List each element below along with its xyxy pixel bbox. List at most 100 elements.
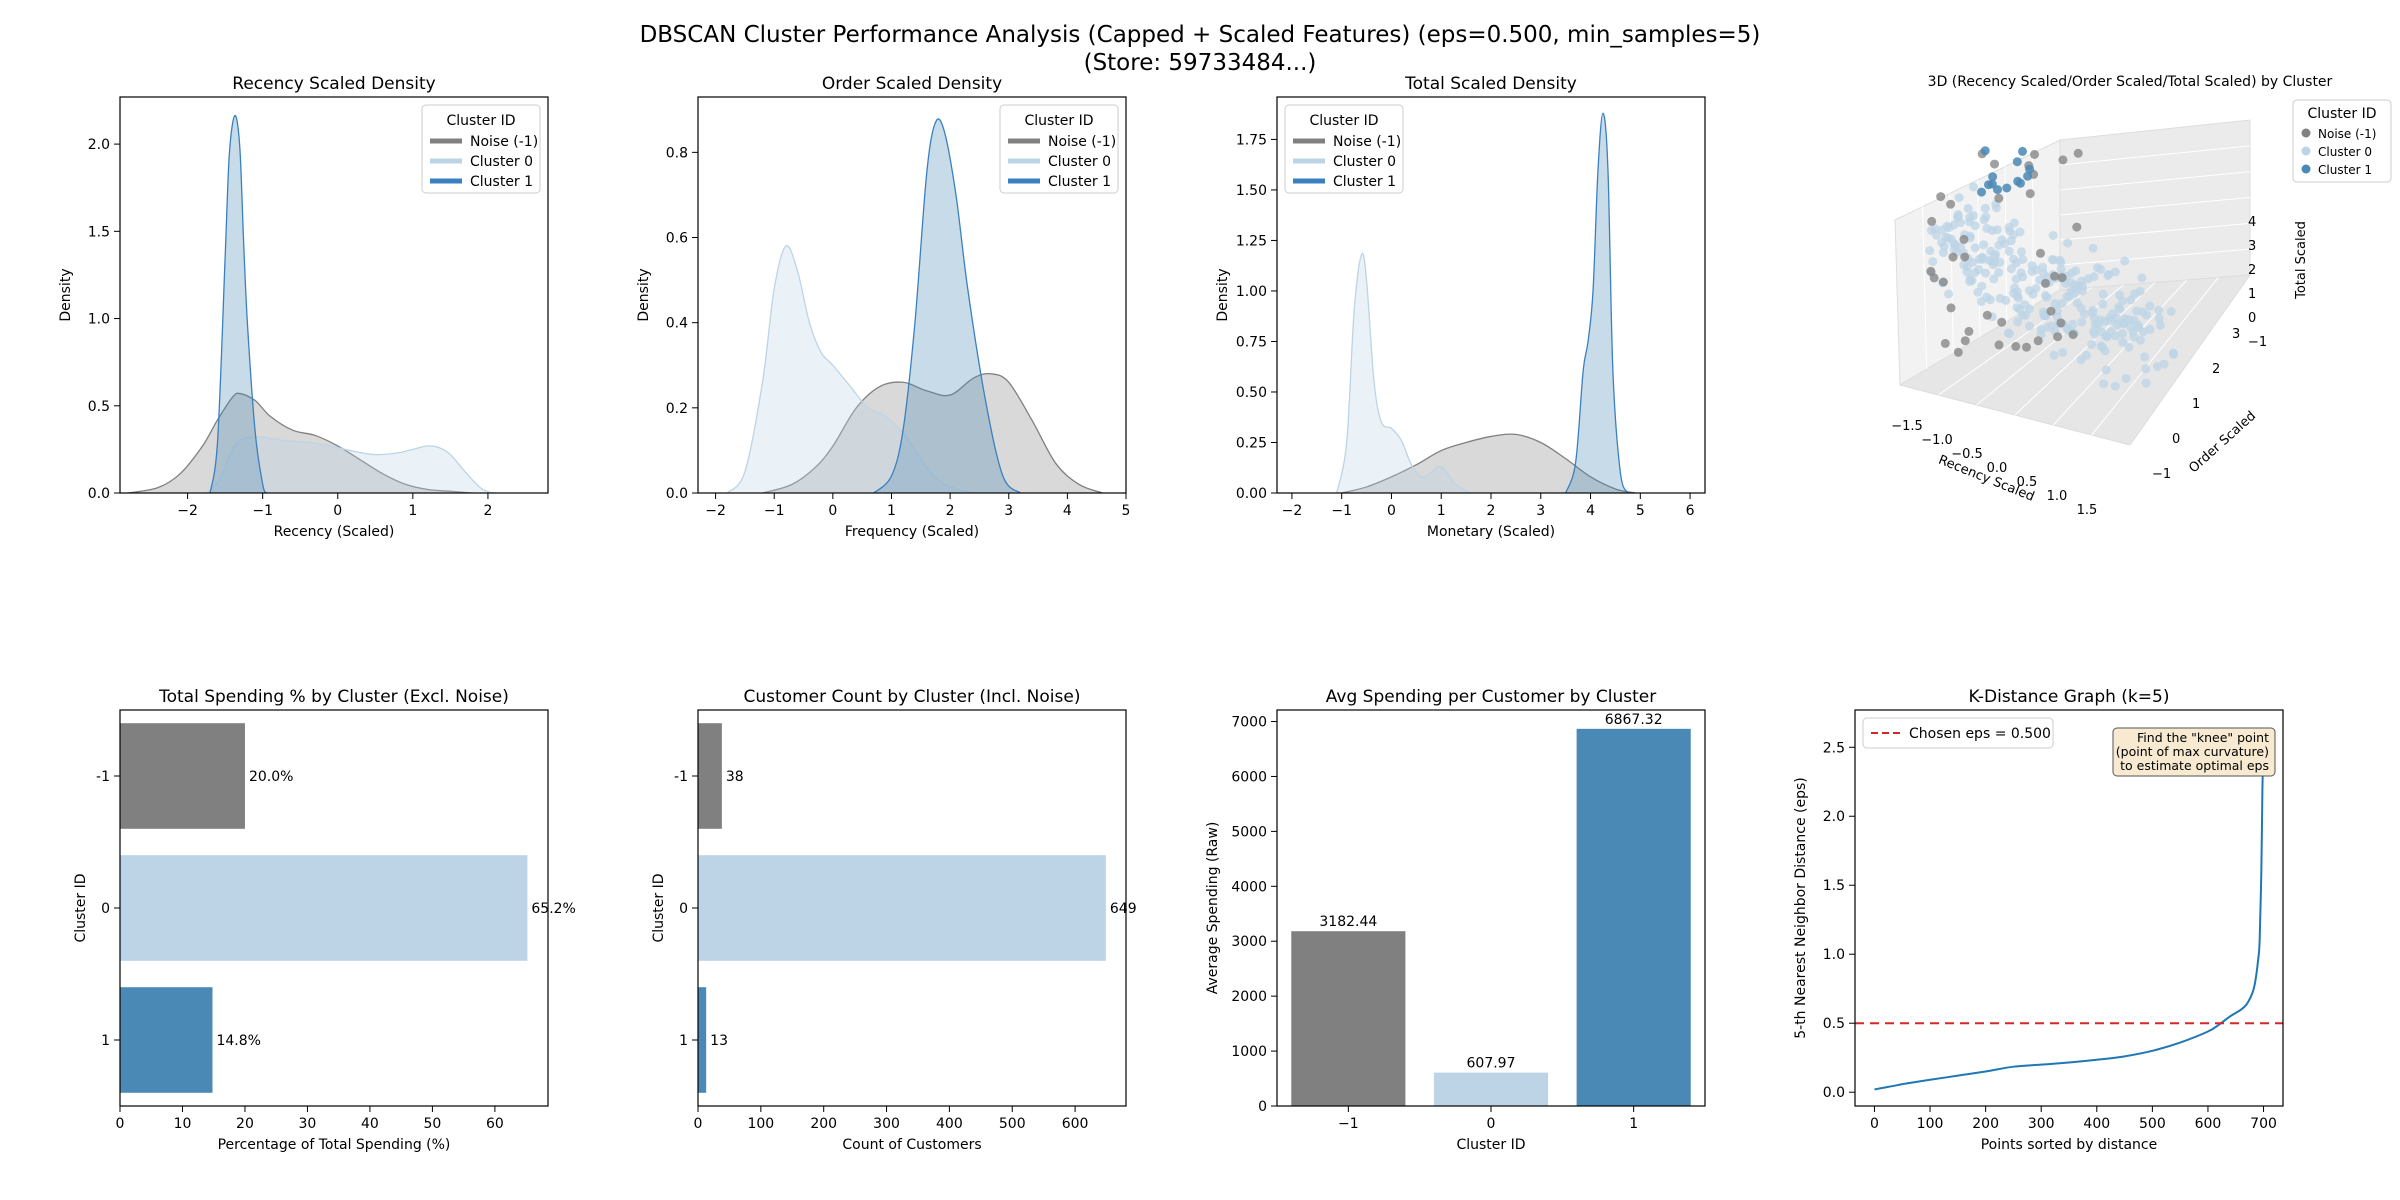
y-tick-label: 0.5 [88, 399, 110, 415]
density-fill-cluster-1 [873, 118, 1021, 493]
scatter-point-noise [2036, 248, 2045, 258]
scatter-point-cluster-0 [2133, 320, 2143, 330]
scatter-point-cluster-0 [2168, 348, 2178, 358]
y-tick-label: 0.00 [1236, 486, 1267, 502]
grid-line [2014, 282, 2156, 416]
y-tick-label: 1 [2192, 397, 2200, 412]
density-fill-cluster-0 [1336, 253, 1472, 493]
x-tick-label: 3 [1536, 503, 1545, 519]
scatter-point-cluster-0 [1984, 256, 1994, 265]
scatter-point-cluster-0 [2081, 350, 2091, 360]
y-tick-label: −1 [2152, 467, 2171, 482]
legend-label: Cluster 0 [1333, 154, 1396, 170]
chart-title: K-Distance Graph (k=5) [1969, 687, 2170, 707]
scatter-point-cluster-0 [1969, 182, 1978, 192]
legend-label: Noise (-1) [1048, 134, 1116, 150]
density-line-cluster-1 [873, 118, 1021, 493]
y-tick-label: 4000 [1231, 879, 1267, 895]
scatter-point-cluster-0 [1995, 257, 2005, 267]
scatter-3d-chart: 3D (Recency Scaled/Order Scaled/Total Sc… [1891, 74, 2392, 518]
scatter-point-noise [2050, 271, 2060, 281]
scatter-point-noise [1946, 303, 1956, 313]
x-tick-label: 0 [333, 503, 342, 519]
scatter-point-cluster-0 [2077, 281, 2087, 291]
scatter-point-noise [1997, 317, 2007, 327]
legend-label: Cluster 0 [1048, 154, 1111, 170]
scatter-point-cluster-0 [1967, 276, 1977, 286]
scatter-point-cluster-0 [2087, 340, 2097, 350]
legend: Cluster ID Noise (-1) Cluster 0 Cluster 1 [999, 104, 1119, 194]
x-tick-label: −1 [1338, 1116, 1359, 1132]
chart-title: 3D (Recency Scaled/Order Scaled/Total Sc… [1928, 74, 2333, 90]
scatter-point-noise [1982, 310, 1992, 320]
recency-density-chart: −2 −1 0 1 2 0.0 0.5 1.0 1.5 2.0 Recency Scaled Den… [58, 74, 549, 540]
x-tick-label: −2 [705, 503, 726, 519]
chart-title: Total Spending % by Cluster (Excl. Noise… [158, 687, 509, 707]
density-fill-cluster-1 [1565, 113, 1628, 493]
scatter-point-cluster-0 [2145, 324, 2155, 334]
y-tick-label: 0 [2172, 432, 2180, 447]
x-axis-label: Monetary (Scaled) [1427, 524, 1555, 540]
y-tick-label: -1 [96, 769, 110, 785]
y-tick-label: 1.75 [1236, 132, 1267, 148]
y-tick-label: 2.0 [1823, 809, 1845, 825]
x-tick-label: 100 [1917, 1116, 1944, 1132]
scatter-point-cluster-0 [2118, 337, 2128, 347]
grid-line [2059, 145, 2251, 166]
y-tick-label: 2.5 [1823, 740, 1845, 756]
k-distance-chart: 0 100 200 300 400 500 600 700 0.0 0.5 1.0 1.5 2.0 2.5… [1793, 687, 2284, 1153]
x-tick-label: 10 [174, 1116, 192, 1132]
y-tick-label: 0 [101, 901, 110, 917]
legend-label: Chosen eps = 0.500 [1909, 726, 2051, 742]
grid-line [1949, 193, 1954, 354]
y-tick-label: 0.50 [1236, 385, 1267, 401]
scatter-point-cluster-0 [2015, 227, 2025, 237]
scatter-point-cluster-0 [1994, 267, 2004, 277]
plot-area [1336, 112, 1636, 493]
scatter-point-cluster-0 [1954, 193, 1964, 203]
scatter-point-noise [2072, 222, 2082, 232]
total-density-chart: −2 −1 0 1 2 3 4 5 6 0.00 0.25 0.50 0.75 1.00 1.25 1.50 1… [1215, 74, 1706, 540]
scatter-point-cluster-1 [2023, 171, 2033, 181]
scatter-point-cluster-0 [2100, 346, 2110, 356]
y-tick-label: 2 [2212, 362, 2220, 377]
scatter-point-cluster-1 [2025, 164, 2035, 174]
y-tick-label: 0.5 [1823, 1016, 1845, 1032]
z-tick-label: 4 [2248, 215, 2256, 230]
y-axis-label: Density [58, 268, 74, 321]
x-tick-label: 2 [1487, 503, 1496, 519]
scatter-point-cluster-0 [2110, 267, 2120, 277]
bar-value-label: 38 [726, 769, 744, 785]
x-tick-label: 2 [483, 503, 492, 519]
y-tick-label: 0.0 [1823, 1085, 1845, 1101]
x-tick-label: −1 [1331, 503, 1352, 519]
scatter-point-cluster-0 [2067, 268, 2077, 278]
x-tick-label: 0 [1387, 503, 1396, 519]
x-tick-label: −0.5 [1951, 447, 1983, 462]
z-tick-label: 2 [2248, 263, 2256, 278]
scatter-point-cluster-0 [2042, 293, 2052, 302]
scatter-point-cluster-0 [2004, 246, 2014, 256]
scatter-point-cluster-0 [1973, 287, 1983, 297]
figure-title-line2: (Store: 59733484...) [1084, 50, 1317, 76]
scatter-point-cluster-0 [2076, 303, 2086, 313]
scatter-point-cluster-1 [2016, 178, 2025, 188]
y-tick-label: 1.00 [1236, 284, 1267, 300]
scatter-point-cluster-0 [2066, 286, 2076, 296]
bar-cluster--1 [698, 723, 722, 829]
legend-label: Cluster 1 [1048, 174, 1111, 190]
x-tick-label: −2 [177, 503, 198, 519]
bar-cluster-1 [120, 987, 213, 1093]
density-line-cluster-0 [726, 245, 974, 493]
y-axis-label: 5-th Nearest Neighbor Distance (eps) [1793, 777, 1809, 1039]
scatter-point-cluster-0 [2048, 255, 2058, 265]
x-tick-label: −1 [252, 503, 273, 519]
x-axis-label: Recency (Scaled) [274, 524, 395, 540]
x-tick-label: 30 [299, 1116, 317, 1132]
density-line-cluster-0 [205, 436, 492, 493]
legend-title: Cluster ID [2307, 106, 2376, 122]
scatter-point-cluster-0 [2121, 374, 2131, 384]
legend-label: Cluster 1 [2318, 163, 2372, 177]
x-tick-label: 600 [2195, 1116, 2222, 1132]
